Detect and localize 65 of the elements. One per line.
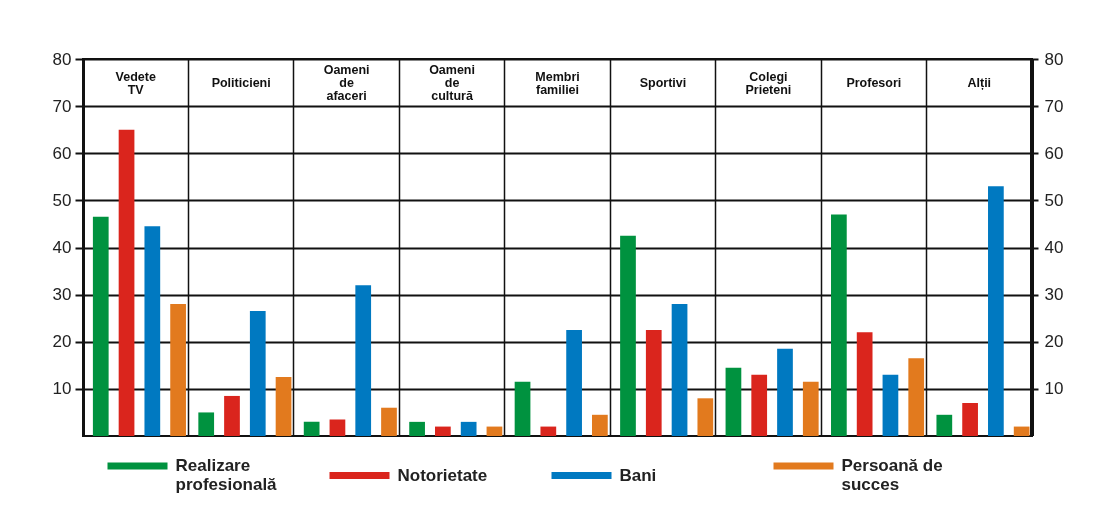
bar bbox=[144, 226, 161, 436]
y2-tick-label: 60 bbox=[1044, 143, 1064, 163]
bar bbox=[962, 403, 978, 436]
bar bbox=[725, 367, 742, 436]
bar bbox=[170, 304, 186, 436]
bar bbox=[697, 398, 714, 436]
bar bbox=[329, 419, 346, 436]
bar bbox=[936, 414, 953, 436]
legend-label: Realizare profesională bbox=[175, 456, 278, 494]
y2-tick-label: 80 bbox=[1044, 49, 1064, 69]
x-tick-label: Alții bbox=[967, 76, 992, 91]
bar bbox=[381, 407, 397, 436]
legend-label: Persoană de succes bbox=[841, 456, 943, 494]
bar bbox=[303, 421, 320, 436]
y2-tick-label: 10 bbox=[1044, 379, 1064, 399]
x-tick-label: Vedete TV bbox=[115, 69, 156, 97]
y-tick-label: 70 bbox=[52, 96, 72, 116]
bar bbox=[620, 235, 636, 436]
bar bbox=[249, 311, 266, 436]
bar bbox=[224, 395, 240, 436]
y-tick-label: 30 bbox=[52, 285, 72, 305]
bar bbox=[856, 332, 873, 436]
bar bbox=[460, 421, 477, 436]
bar bbox=[777, 348, 793, 436]
y2-tick-label: 30 bbox=[1044, 285, 1064, 305]
bar bbox=[275, 377, 292, 436]
x-tick-label: Sportivi bbox=[639, 76, 687, 91]
bar bbox=[1013, 426, 1030, 436]
bar bbox=[802, 381, 819, 436]
bar bbox=[486, 426, 503, 436]
y-tick-label: 60 bbox=[52, 143, 72, 163]
bar bbox=[118, 129, 135, 436]
y2-tick-label: 20 bbox=[1044, 332, 1064, 352]
x-tick-label: Politicieni bbox=[211, 76, 271, 91]
bar bbox=[908, 358, 925, 436]
y-tick-label: 40 bbox=[52, 238, 72, 257]
bar bbox=[882, 374, 899, 436]
bar bbox=[592, 414, 608, 436]
bar bbox=[92, 216, 109, 436]
bar bbox=[751, 374, 768, 436]
bar bbox=[671, 304, 688, 436]
y2-tick-label: 70 bbox=[1044, 96, 1064, 116]
bar bbox=[514, 381, 531, 436]
bar bbox=[409, 421, 425, 436]
x-tick-label: Colegi Prieteni bbox=[745, 69, 792, 97]
y-tick-label: 10 bbox=[52, 379, 72, 399]
y-tick-label: 20 bbox=[52, 332, 72, 352]
x-tick-label: Oameni de afaceri bbox=[323, 63, 370, 104]
bar bbox=[645, 329, 662, 436]
bar bbox=[988, 186, 1004, 436]
bar bbox=[355, 285, 372, 436]
bar bbox=[566, 329, 582, 436]
y-tick-label: 50 bbox=[52, 190, 72, 210]
bar bbox=[198, 412, 215, 436]
legend-label: Notorietate bbox=[397, 465, 488, 485]
bar bbox=[831, 214, 847, 436]
y2-tick-label: 50 bbox=[1044, 190, 1064, 210]
bar bbox=[540, 426, 557, 436]
bar bbox=[435, 426, 451, 436]
x-tick-label: Profesori bbox=[846, 76, 902, 91]
y-tick-label: 80 bbox=[52, 49, 72, 69]
legend-label: Bani bbox=[619, 465, 657, 485]
x-tick-label: Oameni de cultură bbox=[429, 63, 475, 104]
x-tick-label: Membri familiei bbox=[535, 69, 580, 97]
y2-tick-label: 40 bbox=[1044, 238, 1064, 257]
